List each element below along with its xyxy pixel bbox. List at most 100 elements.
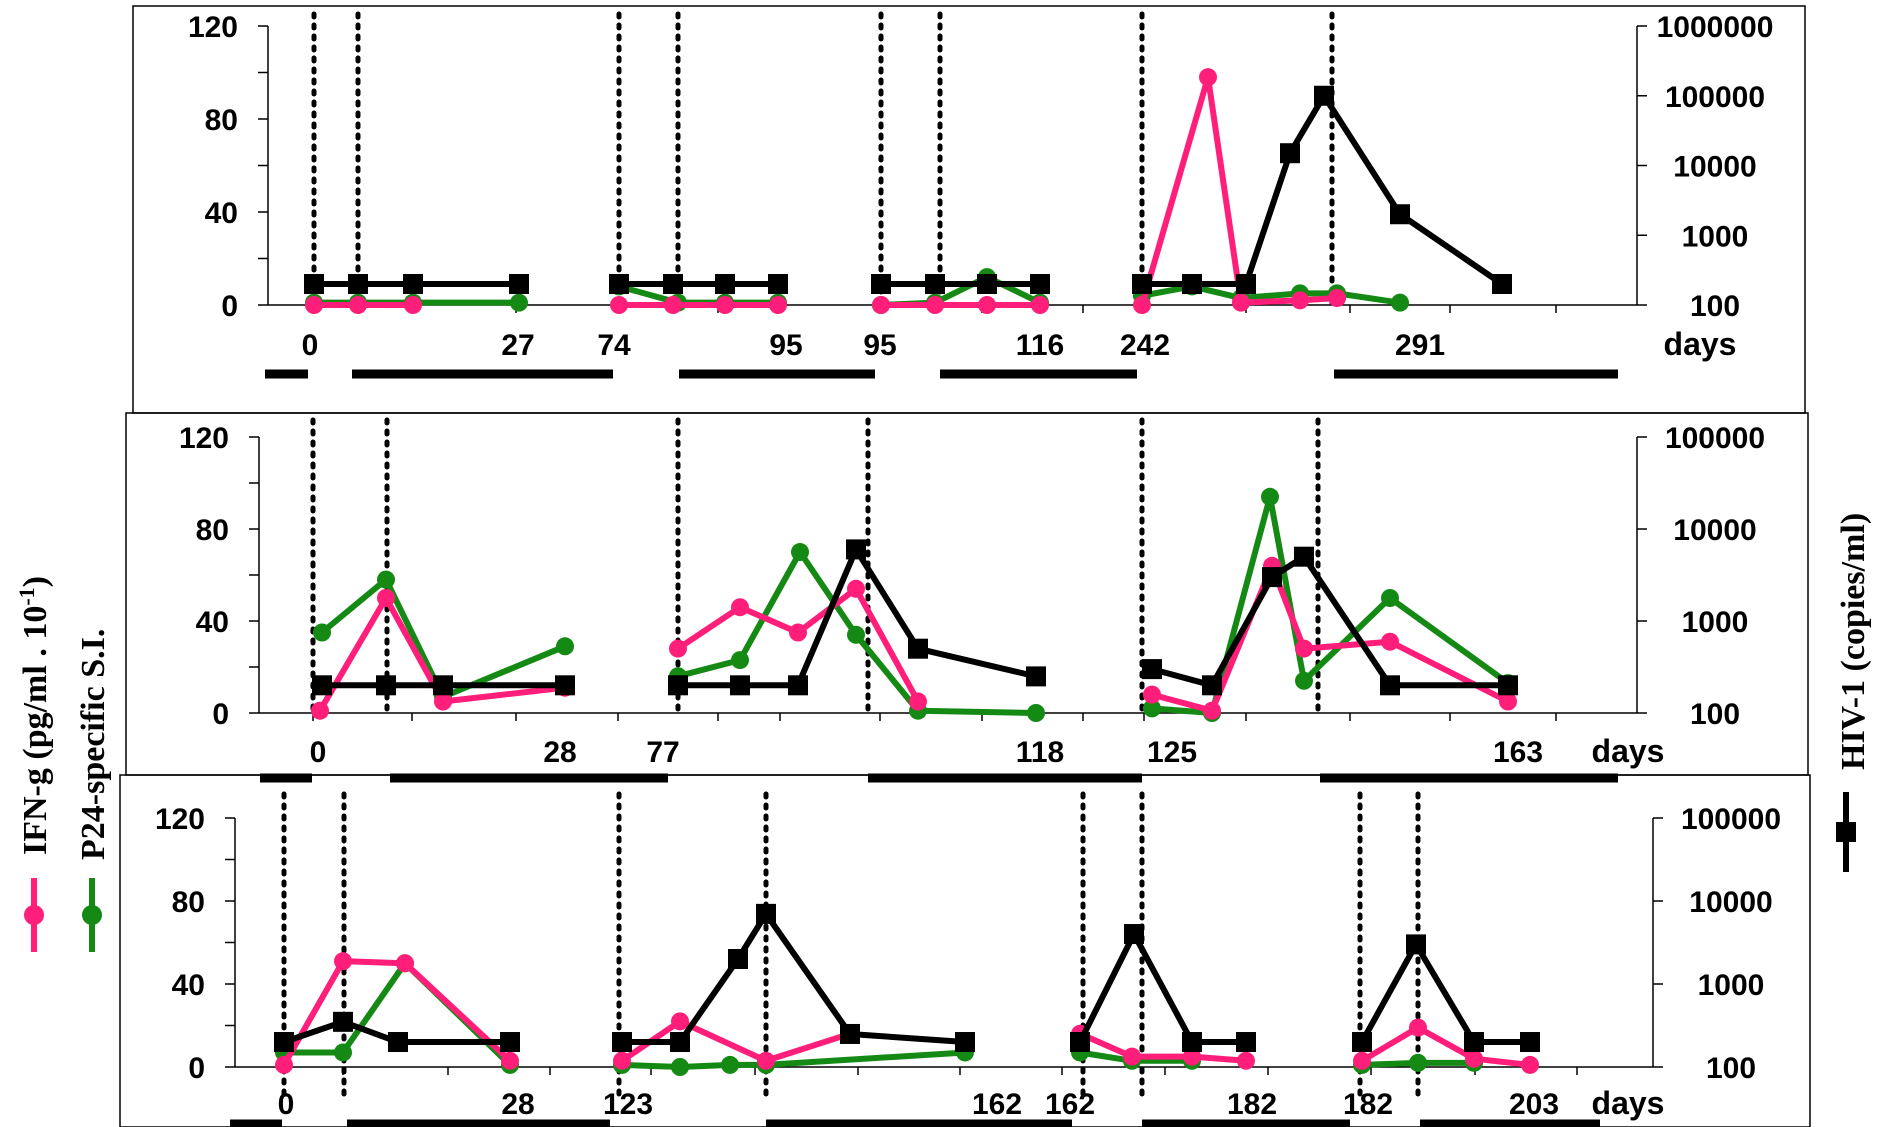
y2-tick-label: 100000	[1681, 803, 1781, 836]
hiv-data-point	[1294, 546, 1314, 567]
hiv-series-line	[1151, 553, 1508, 689]
ifn-data-point	[1232, 293, 1250, 312]
hiv-series-line	[1359, 941, 1530, 1046]
ifn-series-line	[317, 595, 566, 713]
hiv-data-point	[333, 1011, 353, 1032]
hiv-data-point	[1182, 1032, 1202, 1053]
y-tick-label: 0	[221, 290, 238, 323]
hiv-series-line	[678, 546, 1037, 689]
hiv-data-point	[1406, 934, 1426, 955]
x-label: 291	[1395, 329, 1445, 362]
hiv-data-point	[609, 274, 629, 295]
p24-series-line	[1151, 493, 1510, 716]
y2-tick-label: 1000000	[1657, 11, 1774, 44]
p24-axis-label: P24-specific S.I.	[75, 629, 112, 860]
ifn-data-point	[396, 954, 414, 973]
hiv-data-point	[955, 1032, 975, 1053]
y-tick-label: 40	[196, 606, 229, 639]
ifn-data-point	[671, 1012, 689, 1031]
hiv-series-line	[283, 1018, 510, 1046]
hiv-data-point	[1030, 274, 1050, 295]
x-label: 162	[1045, 1088, 1095, 1121]
x-label: 116	[1016, 329, 1064, 362]
ifn-data-point	[1183, 1047, 1201, 1066]
hiv-data-point	[1236, 274, 1256, 295]
ifn-data-point	[305, 296, 323, 314]
x-label: 0	[278, 1088, 295, 1121]
p24-data-point	[731, 651, 749, 670]
right-legend: HIV-1 (copies/ml)	[1835, 513, 1872, 872]
ifn-data-point	[909, 692, 927, 711]
x-label: 28	[501, 1088, 534, 1121]
ifn-data-point	[1143, 685, 1161, 704]
x-label: 0	[302, 329, 319, 362]
x-label: 74	[597, 329, 631, 362]
p24-series-line	[618, 283, 778, 306]
p24-data-point	[1381, 589, 1399, 607]
ifn-data-point	[404, 296, 422, 314]
ifn-data-point	[1381, 632, 1399, 651]
hiv-data-point	[730, 675, 750, 696]
ifn-data-point	[664, 296, 682, 314]
hiv-data-point	[1464, 1032, 1484, 1053]
ifn-data-point	[1031, 296, 1049, 314]
hiv-data-point	[715, 274, 735, 295]
ifn-data-point	[872, 296, 890, 314]
ifn-data-point	[349, 296, 367, 314]
y2-tick-label: 100000	[1665, 422, 1765, 455]
ifn-data-point	[757, 1051, 775, 1070]
hiv-data-point	[388, 1032, 408, 1053]
ifn-data-point	[1295, 639, 1313, 658]
hiv-data-point	[1380, 675, 1400, 696]
ifn-data-point	[434, 692, 452, 711]
hiv-data-point	[1520, 1032, 1540, 1053]
ifn-label-sup: -1	[14, 587, 39, 605]
ifn-data-point	[1123, 1047, 1141, 1066]
hiv-series-line	[1077, 931, 1246, 1046]
x-label: 95	[863, 329, 896, 362]
y2-tick-label: 100	[1706, 1052, 1756, 1085]
hiv-data-point	[668, 675, 688, 696]
x-label: 163	[1493, 736, 1543, 769]
ifn-data-point	[1353, 1051, 1371, 1070]
y2-tick-label: 100	[1690, 698, 1740, 731]
ifn-series-line	[1139, 74, 1338, 306]
hiv-data-point	[1202, 675, 1222, 696]
p24-series-line	[677, 549, 1037, 716]
ifn-data-point	[1521, 1055, 1539, 1074]
ifn-data-point	[334, 952, 352, 971]
ifn-data-point	[1465, 1049, 1483, 1068]
y2-tick-label: 10000	[1673, 514, 1756, 547]
hiv-data-point	[612, 1032, 632, 1053]
ifn-series-line	[1151, 562, 1510, 714]
ifn-data-point	[978, 296, 996, 314]
y2-tick-label: 100	[1690, 290, 1740, 323]
ifn-data-point	[847, 579, 865, 598]
p24-data-point	[791, 543, 809, 561]
x-label: 203	[1509, 1088, 1559, 1121]
ifn-data-point	[1237, 1051, 1255, 1070]
p24-data-point	[671, 1058, 689, 1076]
hiv-data-point	[670, 1032, 690, 1053]
y2-tick-label: 100000	[1665, 81, 1765, 114]
ifn-data-point	[1199, 68, 1217, 87]
p24-data-point	[510, 293, 528, 312]
left-legend: IFN-g (pg/ml . 10-1) P24-specific S.I.	[14, 576, 112, 952]
ifn-data-point	[275, 1055, 293, 1074]
hiv-data-point	[925, 274, 945, 295]
hiv-legend-marker-icon	[1836, 792, 1856, 872]
p24-data-point	[847, 625, 865, 644]
x-label: 95	[769, 329, 802, 362]
p24-data-point	[1261, 487, 1279, 506]
hiv-data-point	[871, 274, 891, 295]
p24-data-point	[377, 570, 395, 589]
y-tick-label: 40	[205, 197, 238, 230]
p24-data-point	[1409, 1053, 1427, 1072]
hiv-data-point	[1124, 924, 1144, 945]
hiv-data-point	[1142, 659, 1162, 680]
y-tick-label: 0	[188, 1052, 205, 1085]
hiv-data-point	[304, 274, 324, 295]
ifn-data-point	[731, 598, 749, 617]
